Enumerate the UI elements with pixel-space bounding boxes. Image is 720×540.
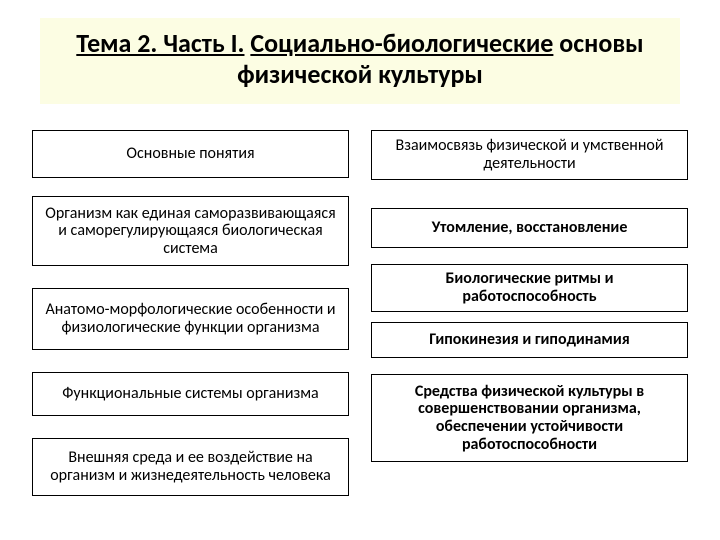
left-cell-3: Анатомо-морфологические особенности и фи… <box>32 288 349 350</box>
right-cell-5: Средства физической культуры в совершенс… <box>371 374 688 462</box>
right-column: Взаимосвязь физической и умственной деят… <box>371 130 688 496</box>
slide-title: Тема 2. Часть I. Социально-биологические… <box>70 28 650 90</box>
title-underline-1: Тема 2. Часть I. <box>76 27 244 59</box>
left-cell-2: Организм как единая саморазвивающаяся и … <box>32 196 349 266</box>
left-cell-5: Внешняя среда и ее воздействие на органи… <box>32 438 349 496</box>
left-cell-4: Функциональные системы организма <box>32 372 349 416</box>
right-cell-2: Утомление, восстановление <box>371 208 688 248</box>
title-box: Тема 2. Часть I. Социально-биологические… <box>40 18 680 104</box>
right-cell-4: Гипокинезия и гиподинамия <box>371 322 688 358</box>
right-cell-3: Биологические ритмы и работоспособность <box>371 264 688 312</box>
left-column: Основные понятия Организм как единая сам… <box>32 130 349 496</box>
right-cell-1: Взаимосвязь физической и умственной деят… <box>371 130 688 180</box>
left-cell-1: Основные понятия <box>32 130 349 178</box>
columns: Основные понятия Организм как единая сам… <box>28 130 692 496</box>
title-underline-2: Социально-биологические <box>250 27 553 59</box>
